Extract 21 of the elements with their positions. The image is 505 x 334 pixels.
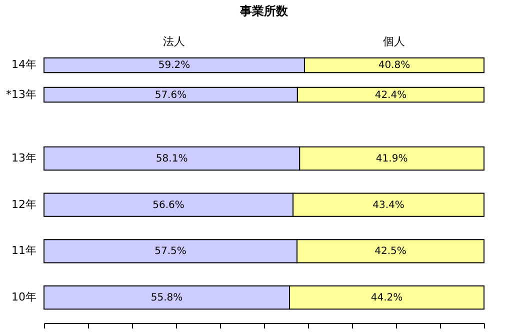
data-label: 57.6% <box>154 90 187 101</box>
data-label: 55.8% <box>150 292 183 304</box>
data-label: 57.5% <box>154 246 186 258</box>
y-tick-label: *13年 <box>6 88 36 101</box>
y-tick-label: 12年 <box>12 198 36 211</box>
series-label: 個人 <box>383 35 406 48</box>
data-label: 42.4% <box>374 90 407 101</box>
y-tick-label: 10年 <box>12 290 36 304</box>
y-tick-label: 13年 <box>12 151 36 164</box>
data-label: 41.9% <box>376 153 408 164</box>
data-label: 59.2% <box>158 60 190 72</box>
data-label: 56.6% <box>152 200 184 211</box>
chart-title: 事業所数 <box>239 4 289 18</box>
data-label: 58.1% <box>156 153 188 164</box>
y-tick-label: 11年 <box>12 244 36 258</box>
data-label: 44.2% <box>370 292 403 304</box>
data-label: 40.8% <box>378 60 410 72</box>
series-label: 法人 <box>163 35 186 48</box>
y-tick-label: 14年 <box>12 58 36 72</box>
data-label: 43.4% <box>372 200 404 211</box>
data-label: 42.5% <box>374 246 406 258</box>
